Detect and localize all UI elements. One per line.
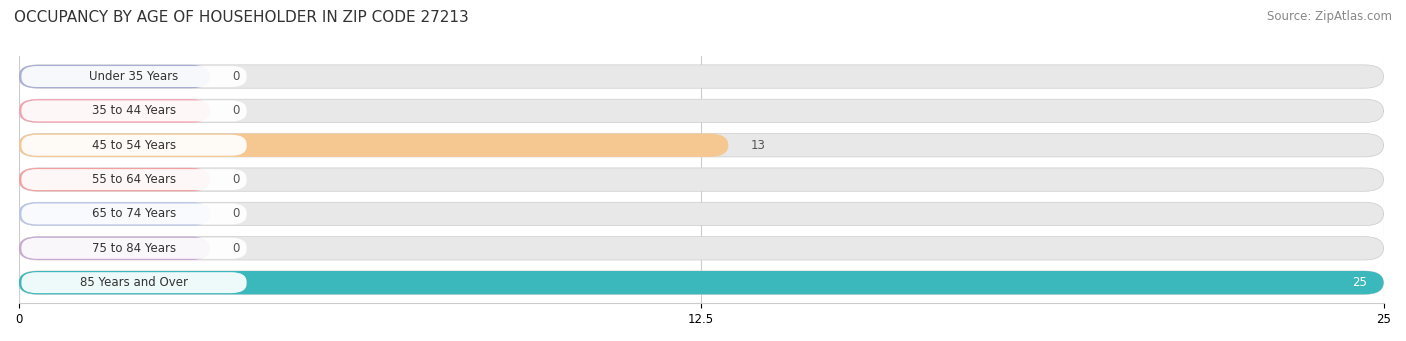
FancyBboxPatch shape bbox=[18, 202, 209, 226]
FancyBboxPatch shape bbox=[18, 134, 728, 157]
Text: 65 to 74 Years: 65 to 74 Years bbox=[91, 207, 176, 220]
FancyBboxPatch shape bbox=[18, 99, 209, 122]
Text: 75 to 84 Years: 75 to 84 Years bbox=[91, 242, 176, 255]
Text: Source: ZipAtlas.com: Source: ZipAtlas.com bbox=[1267, 10, 1392, 23]
Text: 13: 13 bbox=[751, 139, 765, 152]
Text: 0: 0 bbox=[232, 242, 239, 255]
Text: Under 35 Years: Under 35 Years bbox=[90, 70, 179, 83]
FancyBboxPatch shape bbox=[21, 272, 246, 293]
Text: 55 to 64 Years: 55 to 64 Years bbox=[91, 173, 176, 186]
Text: 0: 0 bbox=[232, 173, 239, 186]
FancyBboxPatch shape bbox=[18, 168, 1384, 191]
FancyBboxPatch shape bbox=[18, 65, 209, 88]
Text: 0: 0 bbox=[232, 70, 239, 83]
FancyBboxPatch shape bbox=[21, 135, 246, 156]
Text: 25: 25 bbox=[1353, 276, 1367, 289]
Text: 35 to 44 Years: 35 to 44 Years bbox=[91, 104, 176, 117]
FancyBboxPatch shape bbox=[21, 100, 246, 121]
FancyBboxPatch shape bbox=[18, 134, 1384, 157]
FancyBboxPatch shape bbox=[21, 204, 246, 224]
FancyBboxPatch shape bbox=[18, 202, 1384, 226]
Text: 85 Years and Over: 85 Years and Over bbox=[80, 276, 188, 289]
FancyBboxPatch shape bbox=[21, 238, 246, 259]
FancyBboxPatch shape bbox=[21, 66, 246, 87]
FancyBboxPatch shape bbox=[18, 168, 209, 191]
FancyBboxPatch shape bbox=[21, 169, 246, 190]
FancyBboxPatch shape bbox=[18, 65, 1384, 88]
Text: OCCUPANCY BY AGE OF HOUSEHOLDER IN ZIP CODE 27213: OCCUPANCY BY AGE OF HOUSEHOLDER IN ZIP C… bbox=[14, 10, 468, 25]
FancyBboxPatch shape bbox=[18, 237, 1384, 260]
FancyBboxPatch shape bbox=[18, 237, 209, 260]
Text: 0: 0 bbox=[232, 104, 239, 117]
Text: 45 to 54 Years: 45 to 54 Years bbox=[91, 139, 176, 152]
FancyBboxPatch shape bbox=[18, 99, 1384, 122]
FancyBboxPatch shape bbox=[18, 271, 1384, 294]
Text: 0: 0 bbox=[232, 207, 239, 220]
FancyBboxPatch shape bbox=[18, 271, 1384, 294]
